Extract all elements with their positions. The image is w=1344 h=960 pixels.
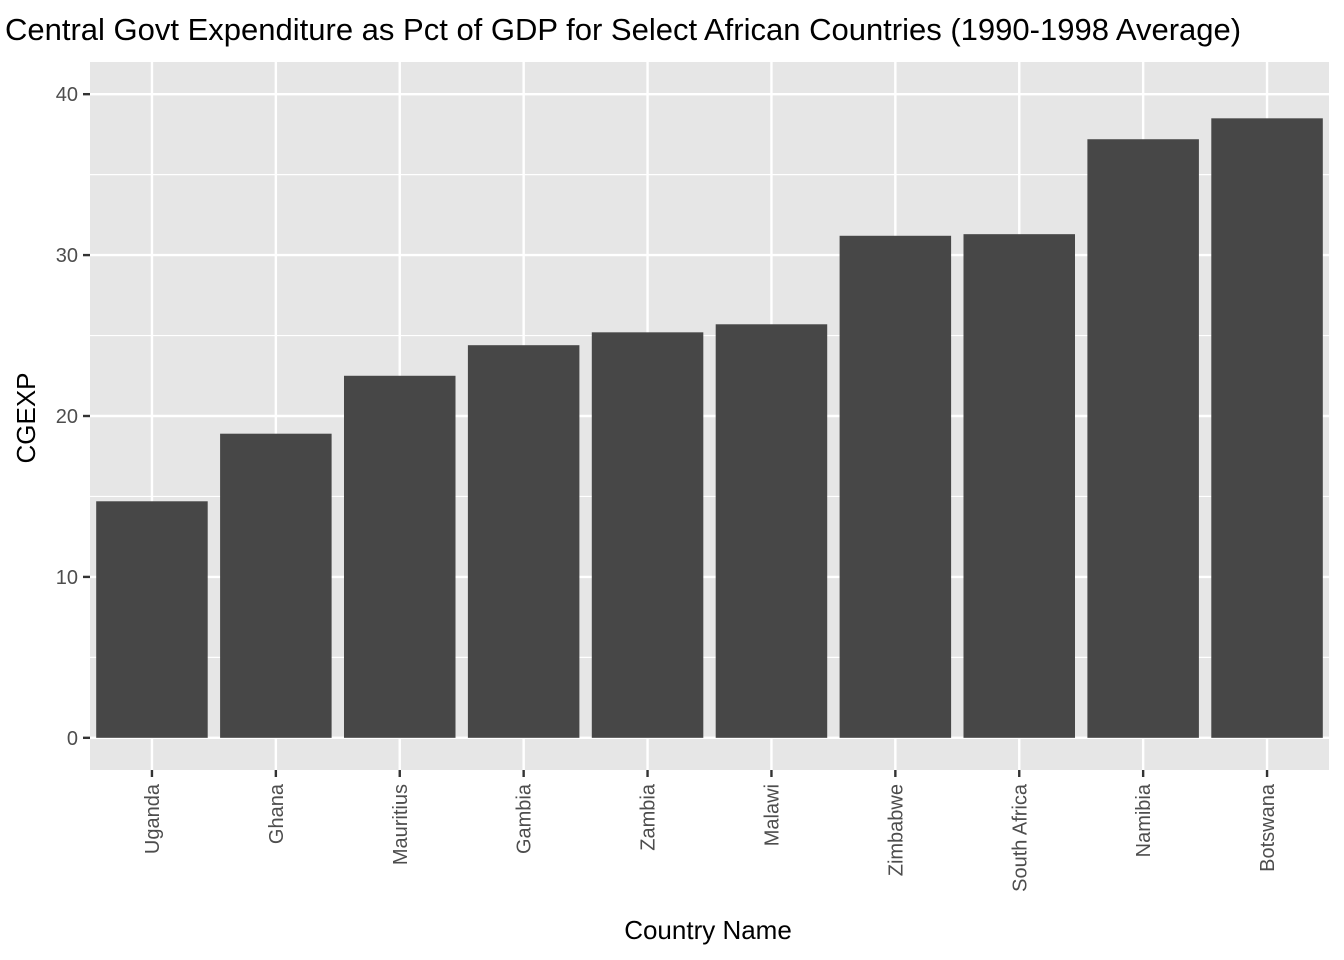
x-tick-label: Mauritius — [390, 784, 412, 865]
bar — [1087, 139, 1199, 738]
x-tick-label: Ghana — [266, 783, 288, 844]
x-tick-label: Zambia — [638, 783, 660, 851]
bar — [1211, 118, 1323, 738]
y-tick-label: 30 — [56, 245, 78, 267]
x-tick-label: Namibia — [1133, 783, 1155, 857]
bar — [220, 433, 332, 738]
x-axis: Uganda Ghana Mauritius Gambia Zambia Malawi Zi… — [142, 770, 1279, 892]
x-tick-label: South Africa — [1009, 783, 1031, 892]
bar — [963, 234, 1076, 738]
y-axis-title: CGEXP — [11, 372, 41, 463]
y-axis: 0 10 20 30 40 — [56, 84, 90, 750]
bar — [467, 345, 580, 738]
bar — [343, 375, 456, 738]
chart-title: Central Govt Expenditure as Pct of GDP f… — [5, 12, 1241, 47]
x-tick-label: Botswana — [1257, 783, 1279, 872]
bar — [591, 332, 704, 738]
y-tick-label: 10 — [56, 567, 78, 589]
x-tick-label: Malawi — [761, 784, 783, 846]
bars — [96, 118, 1323, 738]
x-tick-label: Zimbabwe — [885, 784, 907, 876]
y-tick-label: 20 — [56, 406, 78, 428]
x-tick-label: Uganda — [142, 783, 164, 854]
x-tick-label: Gambia — [514, 783, 536, 854]
bar — [96, 501, 208, 738]
y-tick-label: 0 — [67, 728, 78, 750]
x-axis-title: Country Name — [624, 915, 792, 945]
bar — [715, 324, 828, 738]
y-tick-label: 40 — [56, 84, 78, 106]
bar — [839, 235, 952, 738]
